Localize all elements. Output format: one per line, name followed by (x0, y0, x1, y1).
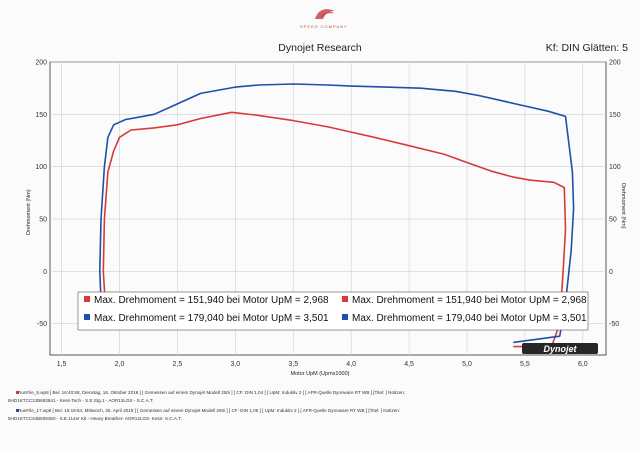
x-tick-label: 3,0 (230, 361, 240, 368)
svg-text:Dynojet: Dynojet (543, 344, 577, 354)
run1-info-line: RunFile_8.wp8 [ Bei: 16:40:58, Dienstag,… (18, 390, 405, 395)
run1-notes-line: 5HD1KTCC2JB683841 - Kess-Tech - S.E.Stg.… (8, 398, 154, 403)
legend-marker (342, 296, 348, 302)
legend-marker (84, 314, 90, 320)
y-tick-label-left: 100 (35, 164, 47, 171)
dynojet-watermark: Dynojet (522, 343, 598, 354)
y-tick-label-right: 100 (609, 164, 621, 171)
y-tick-label-right: 150 (609, 112, 621, 119)
x-tick-label: 2,5 (173, 361, 183, 368)
x-tick-label: 3,5 (288, 361, 298, 368)
series-line-1 (102, 111, 567, 348)
report-title: Dynojet Research (278, 42, 362, 54)
x-tick-label: 4,0 (346, 361, 356, 368)
run1-color-marker (16, 391, 19, 394)
y-tick-label-left: -50 (37, 321, 47, 328)
legend-marker (342, 314, 348, 320)
run2-notes-line: 5HD1KTCC9JB609350 - S.E.114er Kit - Heav… (8, 416, 182, 421)
logo-text: SPEED COMPANY (300, 24, 348, 29)
series-line-2 (99, 83, 575, 344)
legend-entry: Max. Drehmoment = 179,040 bei Motor UpM … (352, 313, 587, 324)
x-tick-label: 2,0 (115, 361, 125, 368)
x-tick-label: 5,5 (520, 361, 530, 368)
run2-info-line: RunFile_17.wp8 [ Bei: 16:19:54, Mittwoch… (18, 408, 401, 413)
y-tick-label-right: -50 (609, 321, 619, 328)
legend-entry: Max. Drehmoment = 179,040 bei Motor UpM … (94, 313, 329, 324)
speed-company-logo (315, 9, 335, 19)
legend-box (77, 291, 589, 331)
y-tick-label-left: 50 (39, 216, 47, 223)
run2-color-marker (16, 409, 19, 412)
y-tick-label-left: 0 (43, 269, 47, 276)
y-tick-label-right: 0 (609, 269, 613, 276)
y-tick-label-right: 50 (609, 216, 617, 223)
y-axis-label-left: Drehmoment (Nm) (26, 189, 32, 235)
y-tick-label-left: 200 (35, 60, 47, 67)
x-tick-label: 5,0 (462, 361, 472, 368)
legend-entry: Max. Drehmoment = 151,940 bei Motor UpM … (94, 295, 329, 306)
legend-marker (84, 296, 90, 302)
y-tick-label-right: 200 (609, 60, 621, 67)
x-tick-label: 4,5 (404, 361, 414, 368)
y-axis-label-right: Drehmoment (Nm) (620, 183, 626, 229)
y-tick-label-left: 150 (35, 112, 47, 119)
x-axis-label: Motor UpM (Upmx1000) (290, 371, 350, 377)
legend-entry: Max. Drehmoment = 151,940 bei Motor UpM … (352, 295, 587, 306)
x-tick-label: 6,0 (578, 361, 588, 368)
smoothing-label: Kf: DIN Glätten: 5 (545, 42, 628, 54)
x-tick-label: 1,5 (57, 361, 67, 368)
